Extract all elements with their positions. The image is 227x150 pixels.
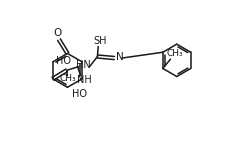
- Text: CH₃: CH₃: [60, 74, 76, 83]
- Text: HO: HO: [72, 89, 86, 99]
- Text: SH: SH: [93, 36, 106, 46]
- Text: NH: NH: [77, 75, 92, 85]
- Text: O: O: [53, 28, 62, 38]
- Text: HO: HO: [56, 56, 71, 66]
- Text: N: N: [116, 52, 124, 62]
- Text: HN: HN: [76, 60, 91, 70]
- Text: CH₃: CH₃: [167, 49, 183, 58]
